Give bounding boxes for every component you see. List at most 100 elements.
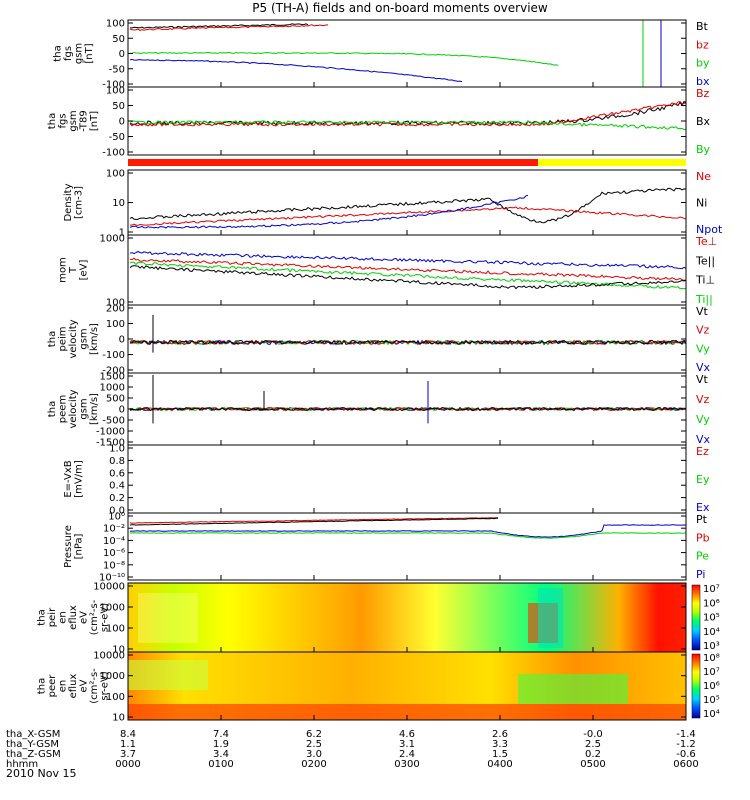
y-tick-label: 0.8 bbox=[109, 456, 125, 467]
legend-entry: Vt bbox=[696, 373, 709, 386]
ephemeris-value: 2.5 bbox=[585, 739, 601, 750]
y-axis: 10000 1000 100 10 bbox=[93, 651, 686, 724]
y-axis-label-line: T bbox=[68, 266, 79, 274]
colorbar-tick-label: 10⁶ bbox=[703, 598, 720, 609]
panel-6: 150010005000-500-1000-1500thapeemvelocit… bbox=[47, 372, 711, 449]
y-axis-label-line: eV bbox=[79, 679, 90, 692]
legend-entry: Bt bbox=[696, 20, 709, 33]
y-axis-label-line: Pressure bbox=[63, 525, 74, 568]
y-tick-label: 10⁻⁸ bbox=[103, 560, 125, 571]
y-tick-label: 1 bbox=[119, 228, 125, 239]
y-axis-label: thafgsgsm[nT] bbox=[52, 43, 95, 64]
y-axis-label-line: eflux bbox=[68, 674, 79, 699]
legend: Pt Pb Pe Pi bbox=[696, 513, 710, 581]
y-axis-label-line: E=-VxB bbox=[63, 460, 74, 497]
y-axis: 200 100 0 -100 -200 bbox=[102, 304, 686, 377]
legend-entry: Ey bbox=[696, 473, 710, 486]
y-axis: 1.00.80.6 0.40.2 0.0 bbox=[109, 444, 686, 517]
y-axis-label-line: tha bbox=[52, 45, 63, 61]
y-axis-label: thapeemvelocitygsm[km/s] bbox=[47, 389, 100, 428]
y-axis-label-line: eflux bbox=[68, 605, 79, 630]
series-line bbox=[129, 23, 309, 29]
colorbar-tick-label: 10⁶ bbox=[703, 681, 720, 692]
series-line bbox=[129, 261, 687, 290]
series-line bbox=[129, 339, 687, 346]
colorbar-scale bbox=[691, 584, 701, 651]
y-axis: 100 50 0 -50 -100 bbox=[102, 19, 686, 91]
legend-entry: Vy bbox=[696, 342, 710, 355]
series-line bbox=[129, 187, 687, 224]
legend-entry: Pt bbox=[696, 513, 708, 526]
y-axis: 10000 1000 100 10 bbox=[93, 582, 686, 656]
ephemeris-value: 4.6 bbox=[399, 729, 415, 740]
colorbar-tick-label: 10⁵ bbox=[703, 695, 720, 706]
legend-entry: Vz bbox=[696, 393, 710, 406]
y-tick-label: 10 bbox=[112, 713, 125, 724]
spectrogram-feature bbox=[518, 674, 628, 704]
x-tick-label: 0200 bbox=[301, 759, 326, 770]
y-axis-label-line: gsm bbox=[73, 43, 84, 64]
y-axis-label-line: mom bbox=[58, 257, 69, 283]
legend-entry: Ez bbox=[696, 445, 709, 458]
colorbar-tick-label: 10⁴ bbox=[703, 627, 720, 638]
legend-entry: Ti⊥ bbox=[695, 274, 715, 287]
panel-curves bbox=[129, 517, 687, 539]
legend-entry: Te⊥ bbox=[695, 235, 717, 248]
legend-entry: Ni bbox=[696, 197, 707, 210]
series-line bbox=[129, 58, 463, 83]
y-axis-label-line: [mV/m] bbox=[73, 460, 84, 498]
ephemeris-value: 7.4 bbox=[213, 729, 229, 740]
y-tick-label: 1000 bbox=[100, 671, 125, 682]
figure-title: P5 (TH-A) fields and on-board moments ov… bbox=[252, 1, 548, 15]
y-tick-label: 10 bbox=[112, 198, 125, 209]
y-tick-label: 10⁻¹⁰ bbox=[99, 573, 125, 584]
y-tick-label: -100 bbox=[102, 80, 125, 91]
series-line bbox=[129, 100, 687, 127]
y-axis-label: Pressure[nPa] bbox=[63, 525, 85, 568]
y-axis-label-line: peem bbox=[58, 395, 69, 423]
y-tick-label: -1000 bbox=[96, 427, 125, 438]
y-tick-label: 10000 bbox=[93, 582, 125, 593]
ephemeris-value: -1.2 bbox=[676, 739, 696, 750]
panel-curves bbox=[129, 315, 687, 353]
y-tick-label: 0 bbox=[119, 117, 125, 128]
series-line bbox=[130, 206, 687, 226]
series-line bbox=[129, 24, 329, 31]
panel-frame bbox=[127, 169, 687, 236]
y-tick-label: -50 bbox=[109, 132, 125, 143]
panel-2: 100 50 0 -50 -100 thafgsgsm-T89[nT] Bz Bx By bbox=[47, 86, 711, 159]
ephemeris-value: 1.9 bbox=[213, 739, 229, 750]
legend-entry: Pb bbox=[696, 531, 710, 544]
legend: Bz Bx By bbox=[696, 87, 711, 156]
y-axis-label-line: gsm bbox=[68, 110, 79, 131]
legend-entry: By bbox=[696, 143, 711, 156]
panel-1: 100 50 0 -50 -100 thafgsgsm[nT] Bt bz by bx bbox=[52, 19, 710, 91]
y-tick-label: 10⁻⁶ bbox=[103, 548, 125, 559]
ephemeris-value: -0.6 bbox=[676, 749, 696, 760]
panel-curves bbox=[129, 250, 687, 290]
y-axis-label-line: fgs bbox=[63, 46, 74, 61]
legend-entry: Vx bbox=[696, 361, 711, 374]
ephemeris-value: 8.4 bbox=[120, 729, 136, 740]
y-tick-label: 0 bbox=[119, 335, 125, 346]
y-tick-label: 0.0 bbox=[109, 506, 125, 517]
legend-entry: Pi bbox=[696, 568, 705, 581]
series-line bbox=[129, 406, 687, 412]
colorbar-tick-label: 10⁷ bbox=[703, 584, 720, 595]
legend-entry: Bx bbox=[696, 115, 711, 128]
y-tick-label: 50 bbox=[112, 101, 125, 112]
y-tick-label: 0 bbox=[119, 49, 125, 60]
y-axis-label: thapeirenefluxeV(cm²-s-sr-eV) bbox=[37, 599, 111, 635]
ephemeris-row-label: tha_X-GSM bbox=[6, 729, 60, 740]
y-tick-label: -100 bbox=[102, 350, 125, 361]
spectrogram-image bbox=[128, 583, 686, 652]
y-tick-label: -500 bbox=[102, 416, 125, 427]
y-tick-label: 200 bbox=[106, 304, 125, 315]
legend: Vt Vz Vy Vx bbox=[696, 305, 711, 374]
y-axis-label-line: peim bbox=[58, 326, 69, 351]
panel-curves bbox=[129, 20, 662, 87]
legend-entry: Vz bbox=[696, 324, 710, 337]
y-tick-label: 100 bbox=[106, 86, 125, 97]
colorbar-tick-label: 10⁷ bbox=[703, 667, 720, 678]
